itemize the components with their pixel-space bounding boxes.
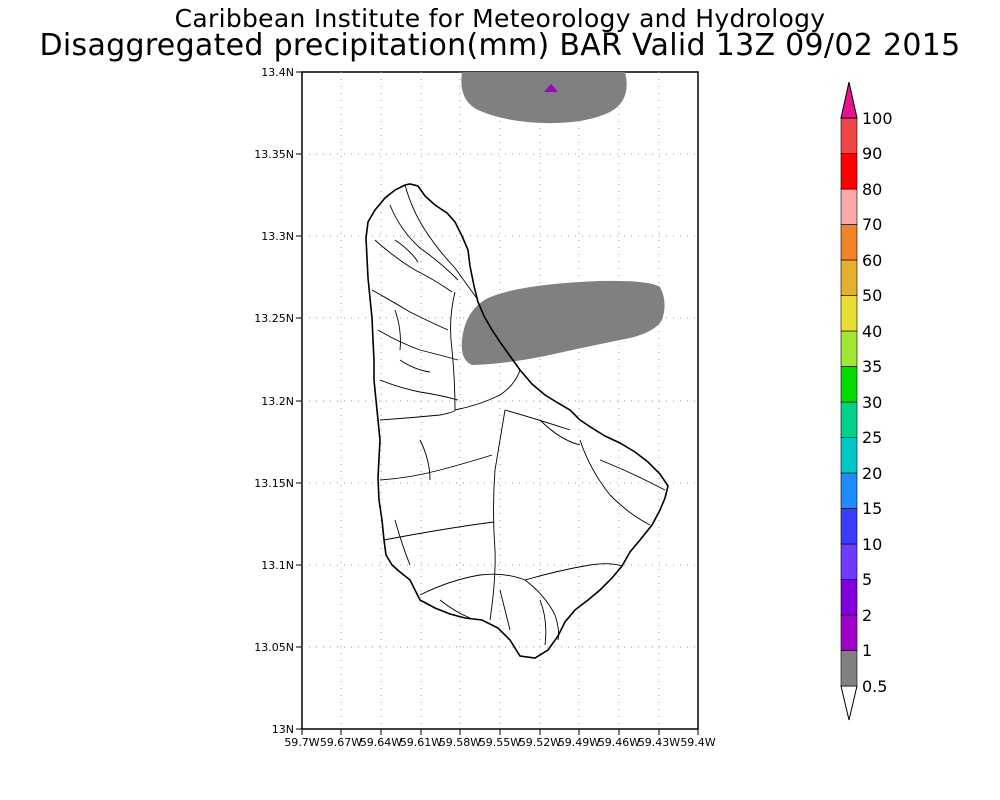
island-coastline <box>365 183 669 659</box>
colorbar-swatch <box>840 579 858 616</box>
colorbar-label: 35 <box>862 357 882 376</box>
x-tick-label: 59.52W <box>519 736 561 749</box>
colorbar-swatch <box>840 224 858 261</box>
map-org-title: Caribbean Institute for Meteorology and … <box>174 4 826 33</box>
x-tick-label: 59.46W <box>598 736 640 749</box>
colorbar-swatch <box>840 401 858 438</box>
y-tick-label: 13.1N <box>261 559 294 572</box>
map-panel <box>301 71 699 730</box>
colorbar: 0.5 1 2 5 10 15 20 25 30 35 40 50 60 70 … <box>840 81 893 721</box>
colorbar-label: 20 <box>862 464 882 483</box>
colorbar-label: 25 <box>862 428 882 447</box>
colorbar-label: 60 <box>862 251 882 270</box>
colorbar-swatch <box>840 543 858 580</box>
y-tick-label: 13.25N <box>254 312 294 325</box>
colorbar-swatch <box>840 366 858 403</box>
colorbar-label: 70 <box>862 215 882 234</box>
colorbar-swatch <box>840 330 858 367</box>
colorbar-swatch <box>840 508 858 545</box>
colorbar-over-arrow <box>840 81 858 119</box>
x-tick-label: 59.49W <box>558 736 600 749</box>
colorbar-under-arrow <box>840 685 858 721</box>
island-drainage-lines <box>371 184 666 646</box>
colorbar-label: 1 <box>862 641 872 660</box>
colorbar-label: 10 <box>862 535 882 554</box>
x-tick-label: 59.55W <box>479 736 521 749</box>
colorbar-label: 40 <box>862 322 882 341</box>
colorbar-label: 15 <box>862 499 882 518</box>
x-tick-label: 59.61W <box>400 736 442 749</box>
y-tick-label: 13.15N <box>254 477 294 490</box>
x-axis: 59.7W 59.67W 59.64W 59.61W 59.58W 59.55W… <box>284 729 716 749</box>
colorbar-swatch <box>840 259 858 296</box>
x-tick-label: 59.4W <box>680 736 715 749</box>
colorbar-swatch <box>840 437 858 474</box>
y-tick-label: 13.35N <box>254 148 294 161</box>
colorbar-label: 30 <box>862 393 882 412</box>
map-product-title: Disaggregated precipitation(mm) BAR Vali… <box>39 28 961 63</box>
colorbar-label: 5 <box>862 570 872 589</box>
colorbar-label: 50 <box>862 286 882 305</box>
colorbar-swatch <box>840 117 858 154</box>
x-tick-label: 59.58W <box>439 736 481 749</box>
y-tick-label: 13.2N <box>261 395 294 408</box>
x-tick-label: 59.64W <box>360 736 402 749</box>
colorbar-label: 100 <box>862 109 893 128</box>
colorbar-swatch <box>840 295 858 332</box>
precip-peak-marker <box>544 84 558 92</box>
precip-area-east <box>461 280 665 365</box>
y-tick-label: 13N <box>272 723 294 736</box>
y-axis: 13.4N 13.35N 13.3N 13.25N 13.2N 13.15N 1… <box>254 66 302 736</box>
colorbar-label: 2 <box>862 606 872 625</box>
colorbar-swatch <box>840 614 858 651</box>
colorbar-label: 80 <box>862 180 882 199</box>
x-tick-label: 59.67W <box>320 736 362 749</box>
y-tick-label: 13.05N <box>254 641 294 654</box>
colorbar-swatch <box>840 650 858 687</box>
y-tick-label: 13.4N <box>261 66 294 79</box>
colorbar-swatch <box>840 188 858 225</box>
colorbar-swatch <box>840 153 858 190</box>
x-tick-label: 59.43W <box>638 736 680 749</box>
precip-area-north <box>461 72 627 124</box>
colorbar-label: 90 <box>862 144 882 163</box>
y-tick-label: 13.3N <box>261 230 294 243</box>
colorbar-swatch <box>840 472 858 509</box>
colorbar-label: 0.5 <box>862 677 887 696</box>
x-tick-label: 59.7W <box>284 736 319 749</box>
